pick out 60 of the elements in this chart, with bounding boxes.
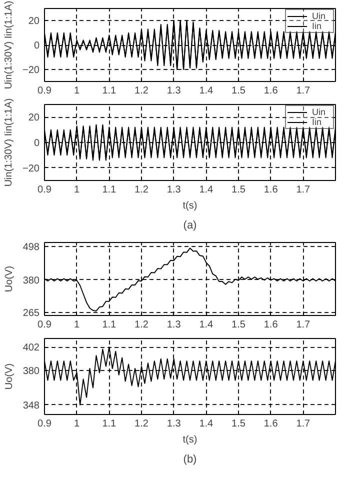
- x-axis-title: t(s): [182, 434, 198, 446]
- y-tick-label: 402: [22, 342, 40, 354]
- x-axis-title: t(s): [182, 200, 198, 212]
- x-tick-label: 1.7: [296, 418, 311, 430]
- x-tick-label: 1.4: [199, 184, 214, 196]
- y-tick-label: 265: [22, 308, 40, 319]
- y-tick-label: −20: [22, 64, 40, 76]
- x-tick-label: 1.6: [264, 320, 278, 330]
- x-tick-label: 1: [74, 320, 80, 330]
- x-tick-label: 0.9: [38, 184, 52, 196]
- y-tick-label: 380: [22, 275, 40, 286]
- y-tick-label: −20: [22, 163, 40, 174]
- x-tick-label: 1.2: [134, 86, 149, 96]
- x-tick-label: 1.2: [134, 184, 149, 196]
- y-tick-label: 20: [28, 112, 40, 124]
- x-tick-label: 1: [74, 86, 80, 96]
- y-tick-label: 348: [22, 400, 40, 412]
- y-axis-title: Uo(V): [4, 266, 15, 292]
- x-tick-label: 1.5: [232, 418, 246, 430]
- y-axis-title: Uin(1:30V) Iin(1:1A): [4, 98, 15, 187]
- legend-label: Uin: [312, 107, 327, 117]
- y-axis-title: Uin(1:30V) Iin(1:1A): [4, 0, 15, 90]
- x-tick-label: 0.9: [38, 320, 52, 330]
- y-tick-label: 380: [22, 366, 40, 378]
- x-tick-label: 1.6: [264, 418, 278, 430]
- x-tick-label: 1.2: [134, 320, 149, 330]
- x-tick-label: 1: [74, 418, 80, 430]
- y-tick-label: 20: [28, 16, 40, 28]
- legend-label: Iin: [312, 21, 323, 31]
- x-tick-label: 1.3: [166, 320, 182, 330]
- x-tick-label: 1.4: [199, 418, 214, 430]
- x-tick-label: 0.9: [38, 86, 52, 96]
- x-tick-label: 1.5: [232, 184, 246, 196]
- x-tick-label: 1.7: [296, 184, 311, 196]
- x-tick-label: 1: [74, 184, 80, 196]
- x-tick-label: 1.5: [232, 320, 246, 330]
- x-tick-label: 1.6: [264, 184, 278, 196]
- text: (a): [183, 220, 197, 232]
- x-tick-label: 1.6: [264, 86, 278, 96]
- legend-label: Iin: [312, 117, 323, 127]
- x-tick-label: 1.3: [166, 86, 182, 96]
- legend-label: Uin: [312, 11, 327, 21]
- x-tick-label: 1.4: [199, 86, 214, 96]
- y-tick-label: 0: [34, 138, 40, 149]
- y-tick-label: 0: [34, 40, 40, 52]
- x-tick-label: 0.9: [38, 418, 52, 430]
- x-tick-label: 1.1: [102, 418, 117, 430]
- x-tick-label: 1.1: [102, 86, 117, 96]
- x-tick-label: 1.2: [134, 418, 149, 430]
- x-tick-label: 1.3: [166, 418, 182, 430]
- x-tick-label: 1.5: [232, 86, 246, 96]
- x-tick-label: 1.1: [102, 184, 117, 196]
- x-tick-label: 1.1: [102, 320, 117, 330]
- x-tick-label: 1.7: [296, 320, 311, 330]
- x-tick-label: 1.4: [199, 320, 214, 330]
- y-axis-title: Uo(V): [4, 363, 15, 390]
- x-tick-label: 1.3: [166, 184, 182, 196]
- text: (b): [183, 454, 197, 466]
- y-tick-label: 498: [22, 242, 40, 253]
- x-tick-label: 1.7: [296, 86, 311, 96]
